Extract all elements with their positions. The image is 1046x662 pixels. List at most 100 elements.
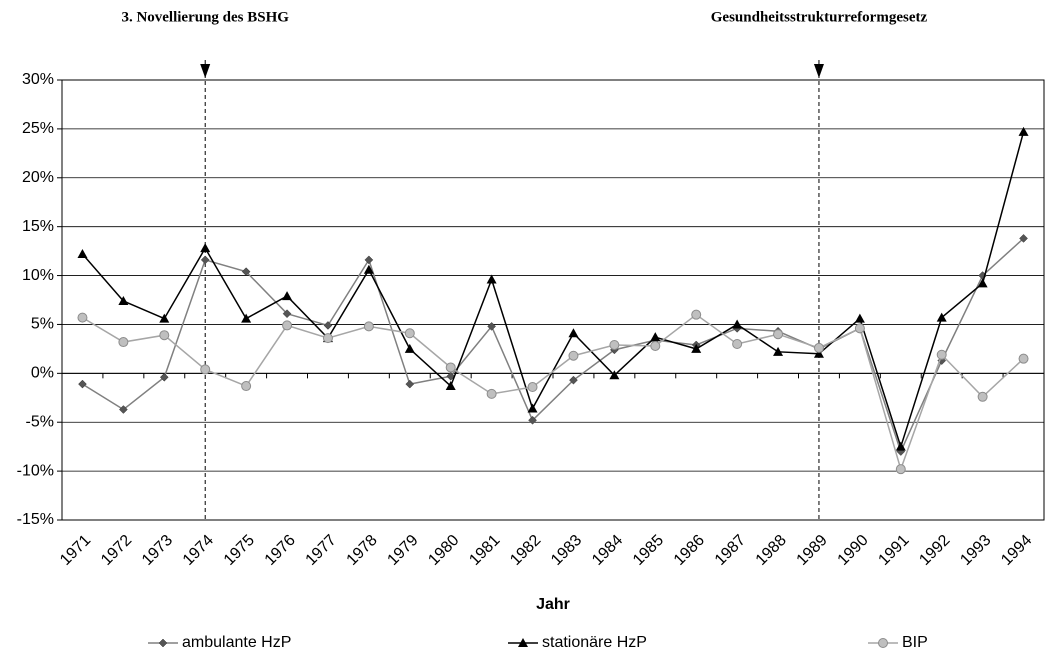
x-axis-label: Jahr: [536, 596, 570, 613]
y-tick-label: -15%: [17, 511, 54, 528]
legend-label: stationäre HzP: [542, 634, 647, 651]
x-tick-label: 1981: [466, 532, 503, 569]
legend-marker: [518, 638, 528, 647]
data-point: [1018, 353, 1029, 364]
data-point: [445, 381, 456, 391]
data-point: [241, 381, 252, 392]
data-point: [200, 243, 211, 253]
data-point: [732, 339, 743, 349]
y-tick-label: -5%: [26, 413, 54, 430]
series-line: [82, 237, 1025, 454]
data-point: [322, 333, 333, 344]
y-tick-label: 30%: [22, 71, 54, 88]
annotation: 3. Novellierung des BSHG: [121, 9, 289, 25]
data-point: [527, 403, 538, 413]
x-tick-label: 1971: [57, 532, 94, 569]
legend-label: ambulante HzP: [182, 634, 291, 651]
data-point: [854, 313, 865, 323]
data-point: [363, 321, 374, 332]
data-point: [1019, 234, 1028, 243]
data-point: [1018, 126, 1029, 136]
data-point: [773, 346, 784, 356]
legend-marker: [878, 638, 888, 648]
data-point: [691, 309, 702, 320]
data-point: [895, 441, 906, 451]
data-point: [200, 255, 210, 265]
data-point: [486, 274, 497, 284]
data-point: [159, 372, 169, 382]
legend-label: BIP: [902, 634, 928, 651]
x-tick-label: 1984: [589, 532, 626, 569]
data-point: [609, 370, 620, 380]
data-point: [813, 348, 824, 358]
data-point: [363, 264, 374, 274]
data-point: [773, 329, 784, 340]
data-point: [200, 364, 211, 375]
x-tick-label: 1992: [916, 532, 953, 569]
annotation: Gesundheitsstrukturreformgesetz: [711, 9, 928, 25]
y-tick-label: 5%: [31, 316, 54, 333]
data-point: [446, 371, 456, 381]
x-tick-label: 1978: [343, 532, 380, 569]
x-tick-label: 1972: [98, 532, 135, 569]
x-tick-label: 1983: [548, 532, 585, 569]
data-point: [936, 349, 947, 360]
data-point: [527, 382, 538, 393]
x-tick-label: 1993: [957, 532, 994, 569]
data-point: [977, 278, 988, 288]
data-point: [568, 350, 579, 361]
data-point: [364, 255, 374, 265]
data-point: [118, 295, 129, 305]
y-tick-label: 10%: [22, 267, 54, 284]
data-point: [282, 320, 293, 331]
x-tick-label: 1991: [875, 532, 912, 569]
data-point: [78, 379, 87, 389]
x-tick-label: 1989: [794, 532, 831, 569]
data-point: [241, 267, 251, 276]
y-tick-label: -10%: [17, 462, 54, 479]
y-tick-label: 0%: [31, 365, 54, 382]
x-tick-label: 1974: [180, 532, 217, 569]
data-point: [732, 319, 743, 329]
data-point: [895, 464, 906, 475]
x-tick-label: 1980: [425, 532, 462, 569]
data-point: [404, 343, 415, 353]
data-point: [569, 375, 578, 385]
x-tick-label: 1979: [384, 532, 421, 569]
data-point: [282, 309, 292, 319]
data-point: [445, 362, 456, 373]
data-point: [691, 343, 702, 353]
data-point: [282, 291, 293, 301]
data-point: [404, 328, 415, 339]
annotation-arrow: [200, 64, 211, 78]
data-point: [77, 312, 88, 323]
data-point: [323, 321, 333, 330]
x-tick-label: 1977: [303, 532, 340, 569]
x-tick-label: 1973: [139, 532, 176, 569]
x-tick-label: 1985: [630, 532, 667, 569]
annotation-arrow: [813, 64, 824, 78]
series-line: [82, 313, 1025, 472]
data-point: [118, 337, 129, 348]
x-tick-label: 1982: [507, 532, 544, 569]
data-point: [650, 340, 661, 351]
x-tick-label: 1994: [998, 532, 1035, 569]
data-point: [241, 313, 252, 323]
data-point: [486, 388, 497, 399]
legend-marker: [158, 638, 168, 648]
x-tick-label: 1988: [753, 532, 790, 569]
x-tick-label: 1987: [712, 532, 749, 569]
data-point: [77, 249, 88, 259]
data-point: [159, 330, 170, 341]
data-point: [119, 405, 128, 414]
data-point: [650, 332, 661, 342]
x-tick-label: 1976: [262, 532, 299, 569]
data-point: [528, 415, 537, 425]
data-point: [854, 323, 865, 334]
y-tick-label: 15%: [22, 218, 54, 235]
y-tick-label: 25%: [22, 120, 54, 137]
data-point: [568, 328, 579, 338]
x-tick-label: 1975: [221, 532, 258, 569]
x-tick-label: 1986: [671, 532, 708, 569]
